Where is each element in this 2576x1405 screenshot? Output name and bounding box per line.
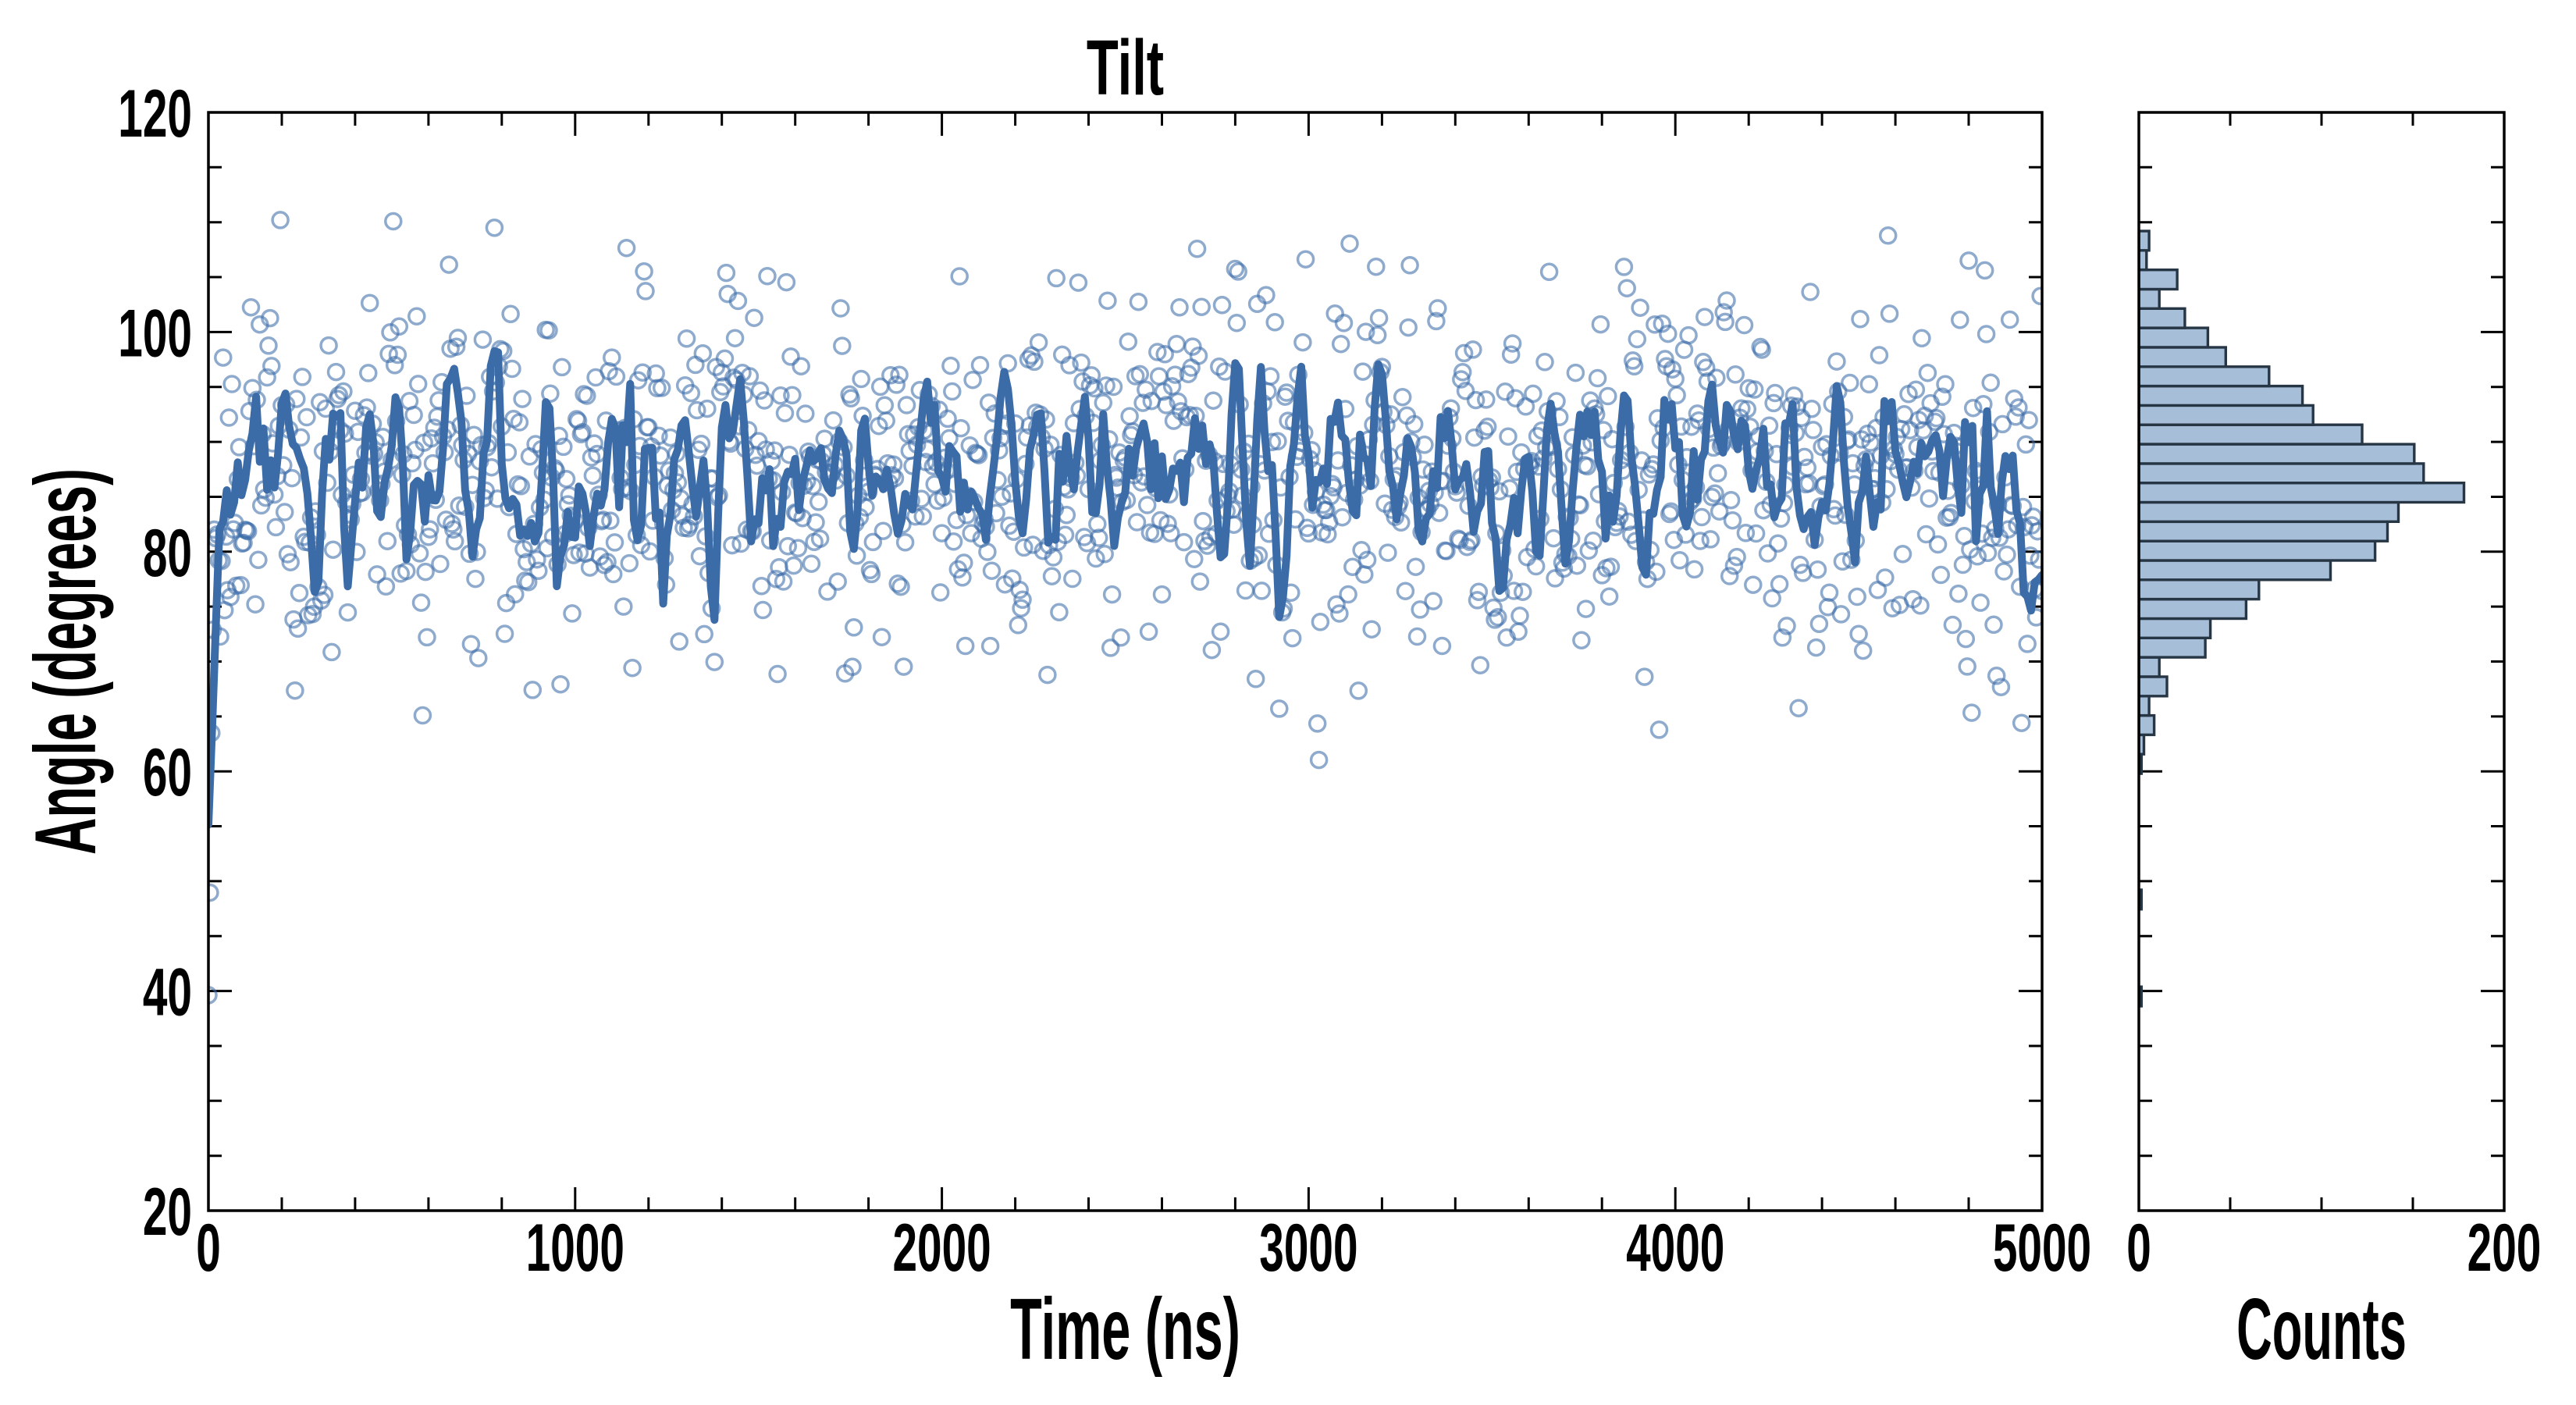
svg-text:60: 60 xyxy=(143,735,192,810)
svg-text:0: 0 xyxy=(2126,1211,2151,1286)
svg-text:Counts: Counts xyxy=(2236,1281,2407,1378)
svg-text:200: 200 xyxy=(2467,1211,2542,1286)
svg-text:0: 0 xyxy=(196,1211,221,1286)
svg-text:5000: 5000 xyxy=(1993,1211,2091,1286)
svg-text:40: 40 xyxy=(143,955,192,1030)
svg-text:20: 20 xyxy=(143,1175,192,1250)
svg-text:80: 80 xyxy=(143,516,192,591)
svg-text:Tilt: Tilt xyxy=(1087,25,1164,112)
svg-text:100: 100 xyxy=(118,297,192,372)
svg-text:2000: 2000 xyxy=(892,1211,991,1286)
svg-text:1000: 1000 xyxy=(526,1211,624,1286)
svg-text:Angle (degrees): Angle (degrees) xyxy=(18,468,114,855)
svg-text:4000: 4000 xyxy=(1626,1211,1724,1286)
svg-text:Time (ns): Time (ns) xyxy=(1010,1282,1240,1378)
svg-text:3000: 3000 xyxy=(1259,1211,1357,1286)
svg-text:120: 120 xyxy=(118,76,192,151)
